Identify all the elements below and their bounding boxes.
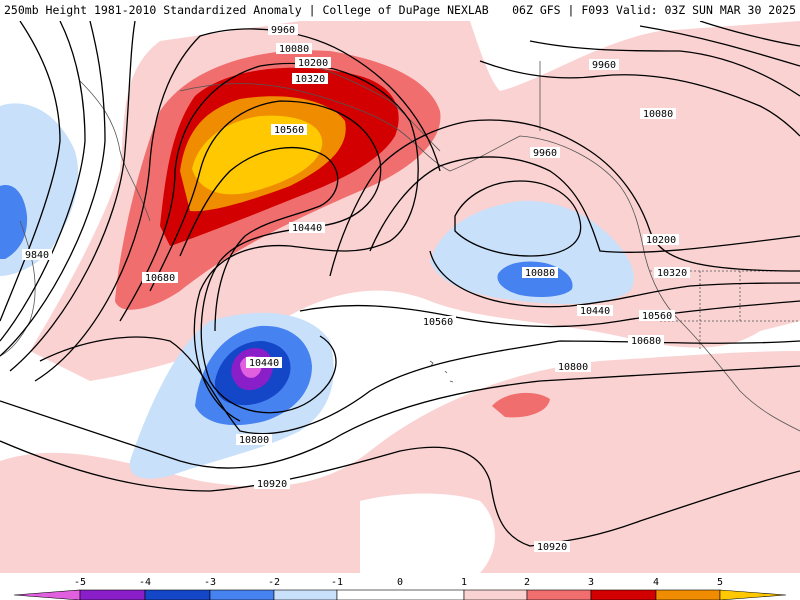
model-run-info: 06Z GFS | F093 Valid: 03Z SUN MAR 30 202… <box>512 3 796 17</box>
colorbar-ticks: -5 -4 -3 -2 -1 0 1 2 3 4 5 <box>74 577 723 588</box>
colorbar-segment-zero <box>336 589 465 600</box>
colorbar: -5 -4 -3 -2 -1 0 1 2 3 4 5 <box>0 573 800 600</box>
colorbar-segment-pos5 <box>719 589 787 600</box>
contour-label: 10920 <box>537 542 567 553</box>
contour-label: 10680 <box>631 336 661 347</box>
colorbar-segment-neg1 <box>273 589 338 600</box>
contour-label: 10080 <box>525 268 555 279</box>
anomaly-shading <box>0 21 800 573</box>
colorbar-tick: 2 <box>524 577 530 588</box>
colorbar-segment-neg5 <box>13 589 81 600</box>
colorbar-tick: 1 <box>461 577 467 588</box>
contour-label: 10320 <box>295 74 325 85</box>
anomaly-map: 9960 10080 10200 10320 10560 10440 10680… <box>0 21 800 573</box>
anomaly-pos1-area <box>0 351 800 573</box>
colorbar-tick: -4 <box>139 577 151 588</box>
contour-label: 9960 <box>592 60 616 71</box>
colorbar-tick: -2 <box>268 577 280 588</box>
contour-label: 10800 <box>239 435 269 446</box>
contour-label: 10320 <box>657 268 687 279</box>
colorbar-segment-pos3 <box>590 589 657 600</box>
contour-label: 10080 <box>643 109 673 120</box>
contour-label: 10560 <box>423 317 453 328</box>
contour-label: 9960 <box>271 25 295 36</box>
colorbar-tick: 5 <box>717 577 723 588</box>
contour-label: 10200 <box>298 58 328 69</box>
contour-label: 10440 <box>292 223 322 234</box>
colorbar-tick: 3 <box>588 577 594 588</box>
contour-label: 10200 <box>646 235 676 246</box>
colorbar-segment-neg2 <box>209 589 275 600</box>
contour-label: 10080 <box>279 44 309 55</box>
colorbar-tick: -5 <box>74 577 86 588</box>
header-bar: 250mb Height 1981-2010 Standardized Anom… <box>0 0 800 21</box>
colorbar-tick: -3 <box>204 577 216 588</box>
colorbar-tick: 4 <box>653 577 659 588</box>
anomaly-neg1-area <box>430 200 634 304</box>
colorbar-segment-pos2 <box>526 589 592 600</box>
colorbar-tick: 0 <box>397 577 403 588</box>
contour-label: 10680 <box>145 273 175 284</box>
contour-label: 10920 <box>257 479 287 490</box>
anomaly-neg2-area <box>0 185 28 259</box>
contour-label: 10440 <box>580 306 610 317</box>
colorbar-segments <box>13 589 787 600</box>
contour-label: 9960 <box>533 148 557 159</box>
contour-labels: 9960 10080 10200 10320 10560 10440 10680… <box>22 24 690 553</box>
contour-label: 10800 <box>558 362 588 373</box>
map-title: 250mb Height 1981-2010 Standardized Anom… <box>4 3 489 17</box>
colorbar-segment-neg3 <box>144 589 211 600</box>
colorbar-segment-neg4 <box>79 589 146 600</box>
contour-label: 10560 <box>274 125 304 136</box>
colorbar-segment-pos1 <box>463 589 528 600</box>
contour-label: 9840 <box>25 250 49 261</box>
contour-label: 10560 <box>642 311 672 322</box>
colorbar-segment-pos4 <box>655 589 721 600</box>
contour-label: 10440 <box>249 358 279 369</box>
colorbar-tick: -1 <box>331 577 343 588</box>
